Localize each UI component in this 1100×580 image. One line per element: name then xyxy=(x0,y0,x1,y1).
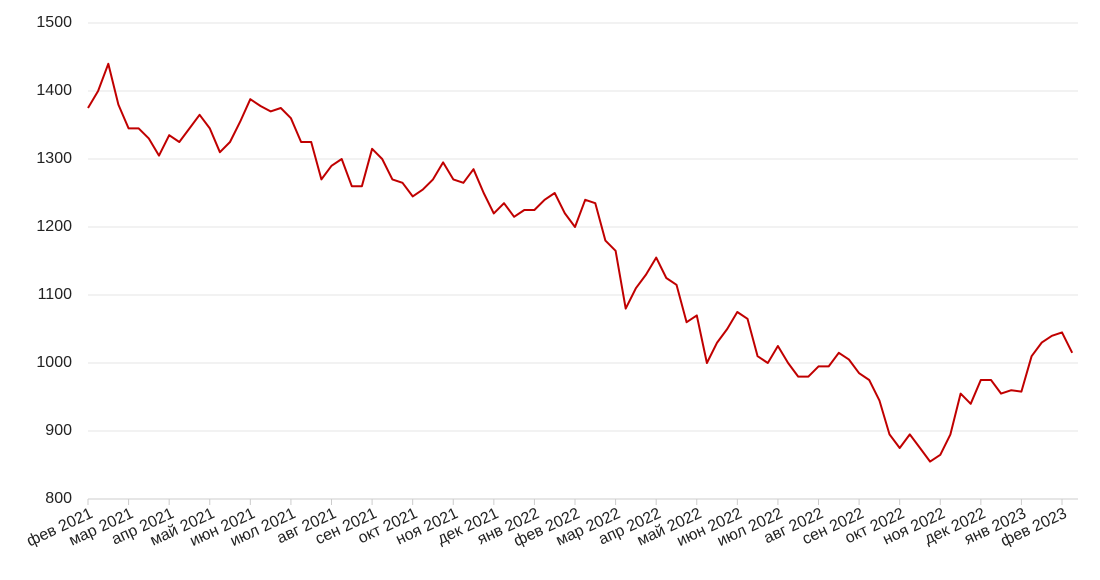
y-tick-label: 1500 xyxy=(36,14,72,31)
y-tick-label: 1000 xyxy=(36,354,72,371)
y-tick-label: 1200 xyxy=(36,218,72,235)
y-tick-label: 1400 xyxy=(36,82,72,99)
price-line xyxy=(87,62,1074,463)
y-tick-label: 1300 xyxy=(36,150,72,167)
y-tick-label: 800 xyxy=(45,490,72,507)
y-tick-label: 1100 xyxy=(38,286,73,303)
y-tick-label: 900 xyxy=(45,422,72,439)
